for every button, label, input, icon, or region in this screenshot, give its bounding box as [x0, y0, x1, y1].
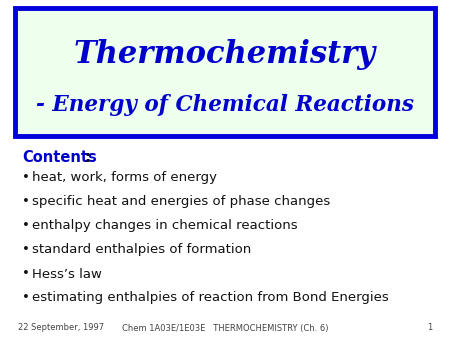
Text: Chem 1A03E/1E03E   THERMOCHEMISTRY (Ch. 6): Chem 1A03E/1E03E THERMOCHEMISTRY (Ch. 6) [122, 323, 328, 333]
Text: - Energy of Chemical Reactions: - Energy of Chemical Reactions [36, 94, 414, 116]
Text: estimating enthalpies of reaction from Bond Energies: estimating enthalpies of reaction from B… [32, 291, 389, 305]
Text: enthalpy changes in chemical reactions: enthalpy changes in chemical reactions [32, 219, 297, 233]
Text: •: • [22, 195, 30, 209]
Text: •: • [22, 243, 30, 257]
Text: 22 September, 1997: 22 September, 1997 [18, 323, 104, 333]
Text: Hess’s law: Hess’s law [32, 267, 102, 281]
Text: Contents: Contents [22, 149, 97, 165]
Text: heat, work, forms of energy: heat, work, forms of energy [32, 171, 217, 185]
Text: Thermochemistry: Thermochemistry [74, 40, 376, 71]
Text: standard enthalpies of formation: standard enthalpies of formation [32, 243, 251, 257]
Text: •: • [22, 267, 30, 281]
Text: •: • [22, 219, 30, 233]
Text: :: : [84, 149, 90, 165]
FancyBboxPatch shape [15, 8, 435, 136]
Text: specific heat and energies of phase changes: specific heat and energies of phase chan… [32, 195, 330, 209]
Text: •: • [22, 291, 30, 305]
Text: •: • [22, 171, 30, 185]
Text: 1: 1 [427, 323, 432, 333]
